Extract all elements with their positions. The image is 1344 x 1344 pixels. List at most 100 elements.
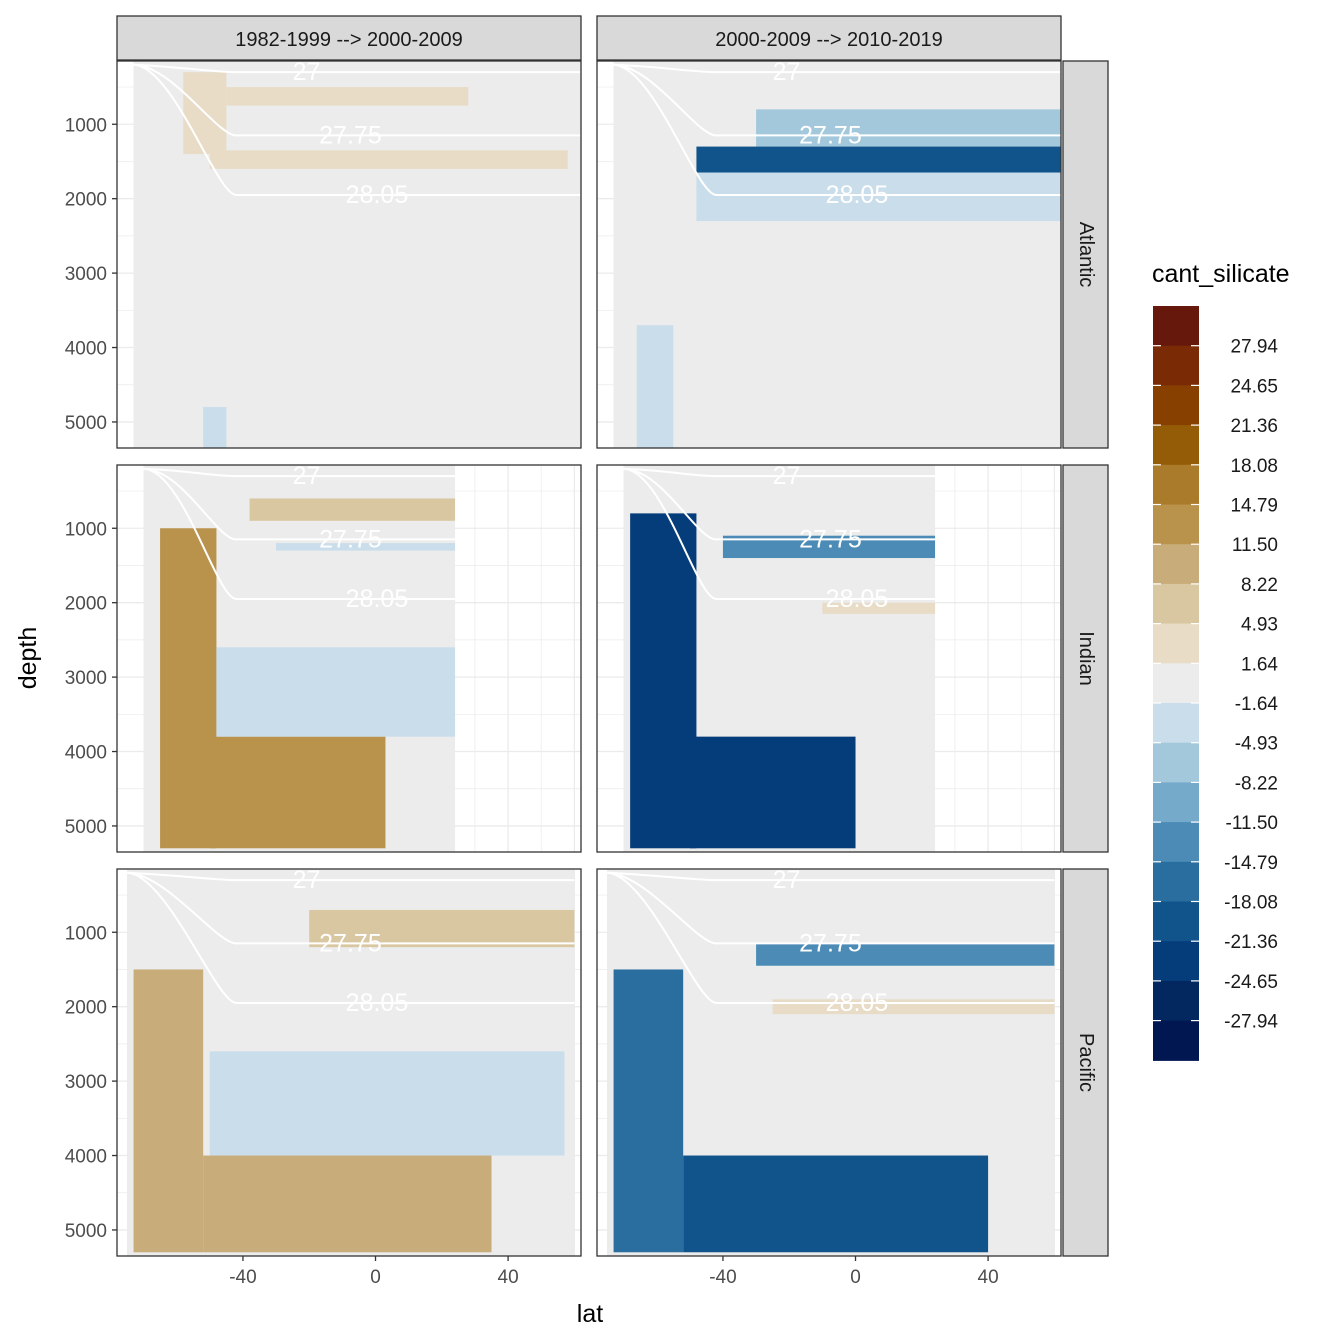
contour-band — [203, 407, 227, 448]
panels: 2727.7528.052727.7528.052727.7528.052727… — [116, 60, 1062, 1257]
isopycnal-line — [613, 63, 1061, 196]
isopycnal-line — [126, 871, 575, 945]
legend-label: 8.22 — [1241, 575, 1278, 596]
x-tick-label: 0 — [850, 1267, 861, 1288]
legend-key — [1153, 941, 1199, 982]
isopycnal-label: 27 — [293, 866, 321, 894]
contour-band — [722, 535, 936, 559]
axes: 1000200030004000500010002000300040005000… — [65, 115, 999, 1288]
legend-label: -27.94 — [1224, 1012, 1278, 1033]
legend-label: 18.08 — [1230, 456, 1278, 477]
panel-border — [116, 464, 582, 853]
column-strip — [116, 15, 582, 61]
y-tick-label: 3000 — [65, 668, 107, 689]
row-strip-label: Indian — [1075, 631, 1097, 686]
legend-label: -1.64 — [1235, 694, 1279, 715]
isopycnal-label: 27.75 — [319, 525, 382, 553]
contour-band — [613, 969, 684, 1253]
facet-strips: 1982-1999 --> 2000-2009 2000-2009 --> 201… — [116, 15, 1109, 1257]
x-tick-label: -40 — [229, 1267, 256, 1288]
isopycnal-line — [613, 63, 1061, 74]
column-strip-label: 1982-1999 --> 2000-2009 — [235, 29, 462, 51]
legend-label: 4.93 — [1241, 615, 1278, 636]
y-tick-label: 5000 — [65, 817, 107, 838]
isopycnal-line — [143, 467, 456, 600]
isopycnal-label: 27 — [773, 462, 801, 490]
legend-label: 1.64 — [1241, 654, 1278, 675]
isopycnal-label: 28.05 — [346, 989, 409, 1017]
contour-band — [216, 647, 456, 737]
x-tick-label: 40 — [498, 1267, 519, 1288]
isopycnal-label: 28.05 — [826, 181, 889, 209]
contour-band — [133, 969, 204, 1253]
contour-band — [309, 909, 575, 948]
row-strip — [1062, 60, 1109, 449]
isopycnal-label: 27.75 — [319, 121, 382, 149]
contour-band — [696, 172, 1061, 222]
row-strip-label: Atlantic — [1075, 222, 1097, 288]
panel-pacific-2: 27 27.75 28.05 — [596, 868, 1062, 1257]
legend-label: -14.79 — [1224, 853, 1278, 874]
isopycnal-line — [126, 871, 575, 1004]
x-axis-title: lat — [577, 1300, 603, 1328]
legend-key — [1153, 901, 1199, 942]
isopycnal-line — [133, 63, 581, 196]
isopycnal-line — [613, 63, 1061, 137]
y-tick-label: 2000 — [65, 594, 107, 615]
panel-border — [596, 868, 1062, 1257]
legend-key — [1153, 464, 1199, 506]
legend-label: 11.50 — [1232, 535, 1278, 556]
row-strip — [1062, 868, 1109, 1257]
legend-key — [1153, 703, 1199, 744]
x-tick-label: 40 — [978, 1267, 999, 1288]
isopycnal-line — [606, 871, 1055, 945]
contour-band — [696, 146, 1061, 173]
legend-key — [1153, 583, 1199, 625]
isopycnal-label: 28.05 — [346, 585, 409, 613]
panel-indian-1: 27 27.75 28.05 — [116, 462, 582, 853]
isopycnal-line — [133, 63, 581, 74]
legend-label: -4.93 — [1235, 734, 1278, 755]
y-tick-label: 1000 — [65, 923, 107, 944]
isopycnal-label: 27.75 — [319, 929, 382, 957]
legend-key — [1153, 544, 1199, 585]
y-tick-label: 2000 — [65, 998, 107, 1019]
y-tick-label: 3000 — [65, 264, 107, 285]
legend-label: -18.08 — [1224, 893, 1278, 914]
contour-band — [249, 498, 456, 521]
isopycnal-label: 27.75 — [799, 121, 862, 149]
column-strip — [596, 15, 1062, 61]
isopycnal-label: 27.75 — [799, 929, 862, 957]
isopycnal-label: 27 — [293, 462, 321, 490]
legend-label: -24.65 — [1224, 972, 1278, 993]
contour-band — [209, 1051, 565, 1156]
y-tick-label: 2000 — [65, 190, 107, 211]
contour-band — [822, 602, 936, 614]
legend-key — [1153, 742, 1199, 783]
isopycnal-label: 28.05 — [346, 181, 409, 209]
legend-label: -11.50 — [1226, 813, 1278, 834]
contour-band — [226, 87, 469, 106]
legend-key — [1153, 425, 1199, 466]
panel-border — [596, 60, 1062, 449]
contour-band — [209, 150, 568, 169]
isopycnal-label: 28.05 — [826, 585, 889, 613]
contour-band — [630, 513, 697, 849]
panel-pacific-1: 27 27.75 28.05 — [116, 866, 582, 1257]
contour-band — [276, 543, 456, 551]
legend-title: cant_silicate — [1152, 260, 1290, 288]
legend-key — [1153, 306, 1199, 347]
x-tick-label: -40 — [709, 1267, 736, 1288]
legend-key — [1153, 1020, 1199, 1061]
legend-label: -8.22 — [1235, 773, 1278, 794]
isopycnal-line — [126, 871, 575, 882]
y-tick-label: 1000 — [65, 519, 107, 540]
legend-key — [1153, 980, 1199, 1022]
panel-border — [116, 60, 582, 449]
isopycnal-label: 28.05 — [826, 989, 889, 1017]
contour-band — [203, 1155, 492, 1253]
y-tick-label: 4000 — [65, 743, 107, 764]
contour-band — [160, 528, 217, 849]
legend: cant_silicate 27.94 24.65 21.36 18.08 14.79 1… — [1152, 260, 1290, 1061]
